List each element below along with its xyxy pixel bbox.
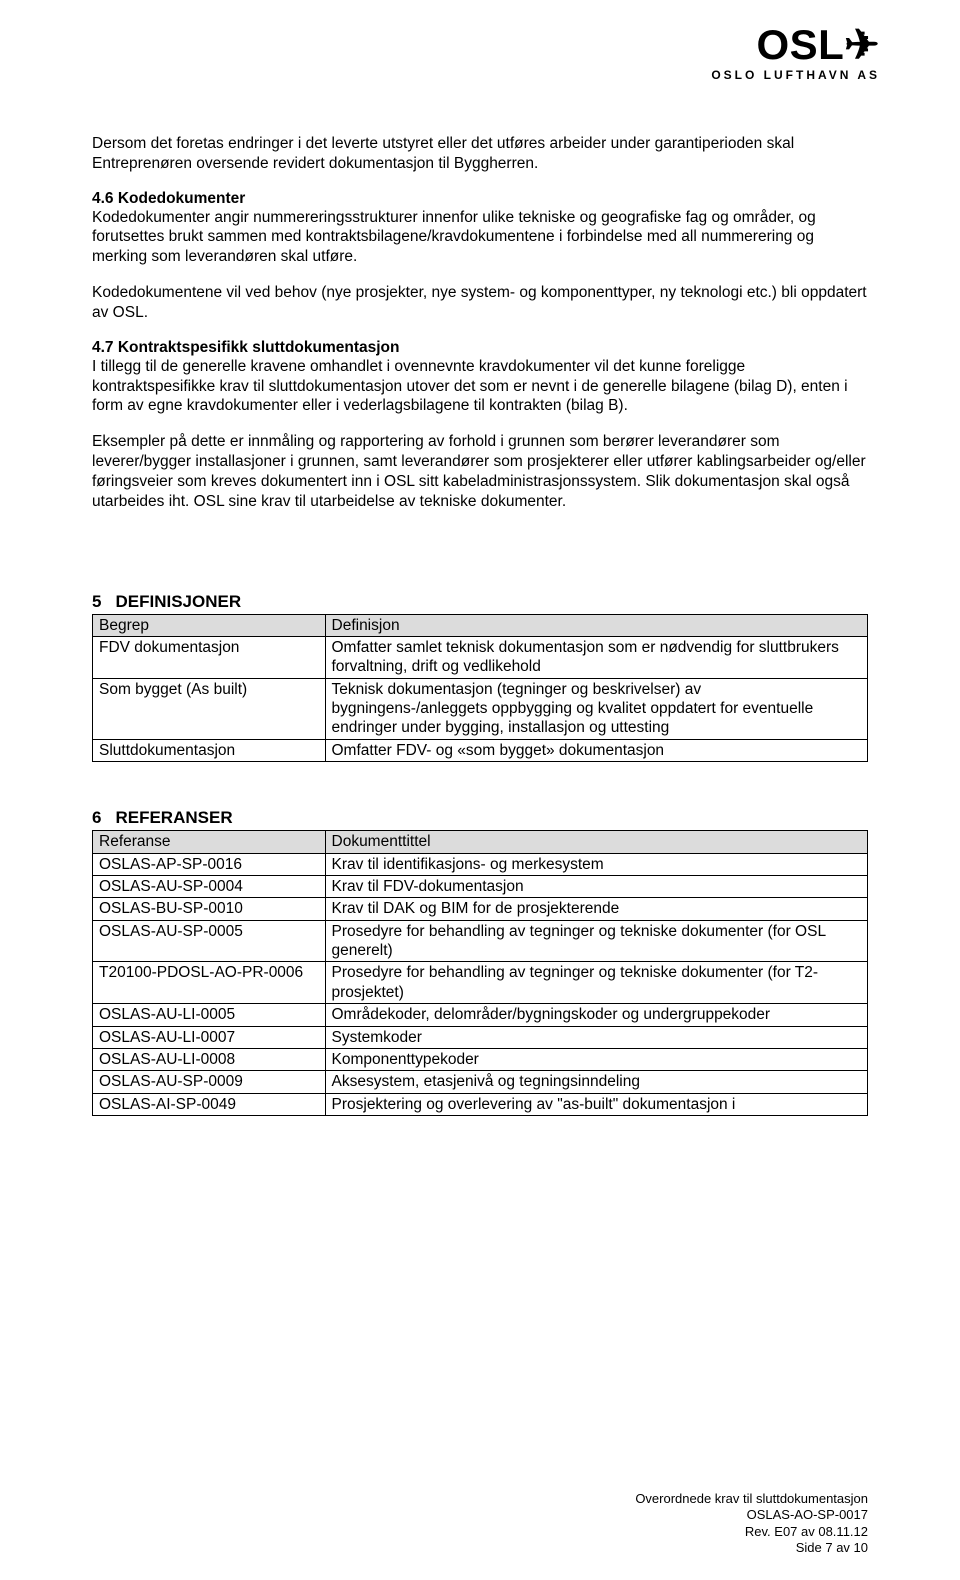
table-cell: Områdekoder, delområder/bygningskoder og… xyxy=(325,1004,868,1026)
table-row: FDV dokumentasjon Omfatter samlet teknis… xyxy=(93,636,868,678)
table-row: OSLAS-AU-SP-0009Aksesystem, etasjenivå o… xyxy=(93,1071,868,1093)
spacer xyxy=(92,528,868,576)
table-cell: Systemkoder xyxy=(325,1026,868,1048)
table-cell: OSLAS-AI-SP-0049 xyxy=(93,1093,326,1115)
heading-label: DEFINISJONER xyxy=(115,592,241,611)
table-cell: Prosedyre for behandling av tegninger og… xyxy=(325,962,868,1004)
table-header-cell: Referanse xyxy=(93,831,326,853)
paragraph: Eksempler på dette er innmåling og rappo… xyxy=(92,432,868,511)
footer-line: Side 7 av 10 xyxy=(635,1540,868,1556)
logo-main: OSL✈ xyxy=(711,24,880,66)
paragraph: Kodedokumenter angir nummereringsstruktu… xyxy=(92,208,868,267)
footer-line: Overordnede krav til sluttdokumentasjon xyxy=(635,1491,868,1507)
table-row: T20100-PDOSL-AO-PR-0006Prosedyre for beh… xyxy=(93,962,868,1004)
heading-number: 5 xyxy=(92,592,101,611)
table-cell: Krav til identifikasjons- og merkesystem xyxy=(325,853,868,875)
table-cell: Omfatter samlet teknisk dokumentasjon so… xyxy=(325,636,868,678)
table-header-row: Begrep Definisjon xyxy=(93,614,868,636)
page: OSL✈ OSLO LUFTHAVN AS Dersom det foretas… xyxy=(0,0,960,1580)
table-cell: OSLAS-AP-SP-0016 xyxy=(93,853,326,875)
table-cell: Krav til DAK og BIM for de prosjekterend… xyxy=(325,898,868,920)
table-cell: OSLAS-AU-LI-0007 xyxy=(93,1026,326,1048)
table-cell: Aksesystem, etasjenivå og tegningsinndel… xyxy=(325,1071,868,1093)
heading-4-6: 4.6 Kodedokumenter xyxy=(92,190,868,208)
table-header-cell: Begrep xyxy=(93,614,326,636)
table-cell: Krav til FDV-dokumentasjon xyxy=(325,875,868,897)
table-row: OSLAS-AU-LI-0005Områdekoder, delområder/… xyxy=(93,1004,868,1026)
footer-line: Rev. E07 av 08.11.12 xyxy=(635,1524,868,1540)
table-row: OSLAS-AP-SP-0016Krav til identifikasjons… xyxy=(93,853,868,875)
table-cell: OSLAS-AU-SP-0005 xyxy=(93,920,326,962)
table-row: OSLAS-AI-SP-0049Prosjektering og overlev… xyxy=(93,1093,868,1115)
heading-number: 6 xyxy=(92,808,101,827)
table-cell: OSLAS-AU-LI-0008 xyxy=(93,1048,326,1070)
heading-label: REFERANSER xyxy=(115,808,232,827)
table-cell: FDV dokumentasjon xyxy=(93,636,326,678)
footer-line: OSLAS-AO-SP-0017 xyxy=(635,1507,868,1523)
table-cell: Som bygget (As built) xyxy=(93,678,326,739)
table-row: Sluttdokumentasjon Omfatter FDV- og «som… xyxy=(93,739,868,761)
paragraph: I tillegg til de generelle kravene omhan… xyxy=(92,357,868,416)
table-cell: OSLAS-AU-SP-0004 xyxy=(93,875,326,897)
definitions-table: Begrep Definisjon FDV dokumentasjon Omfa… xyxy=(92,614,868,763)
paragraph: Kodedokumentene vil ved behov (nye prosj… xyxy=(92,283,868,323)
table-cell: Prosjektering og overlevering av "as-bui… xyxy=(325,1093,868,1115)
table-header-row: Referanse Dokumenttittel xyxy=(93,831,868,853)
heading-6: 6 REFERANSER xyxy=(92,808,868,828)
table-cell: Omfatter FDV- og «som bygget» dokumentas… xyxy=(325,739,868,761)
heading-4-7: 4.7 Kontraktspesifikk sluttdokumentasjon xyxy=(92,339,868,357)
spacer xyxy=(92,762,868,792)
table-row: OSLAS-BU-SP-0010Krav til DAK og BIM for … xyxy=(93,898,868,920)
table-row: OSLAS-AU-LI-0007Systemkoder xyxy=(93,1026,868,1048)
table-cell: Teknisk dokumentasjon (tegninger og besk… xyxy=(325,678,868,739)
logo-sub: OSLO LUFTHAVN AS xyxy=(711,68,880,82)
table-cell: Prosedyre for behandling av tegninger og… xyxy=(325,920,868,962)
references-table: Referanse Dokumenttittel OSLAS-AP-SP-001… xyxy=(92,830,868,1116)
table-header-cell: Definisjon xyxy=(325,614,868,636)
table-cell: T20100-PDOSL-AO-PR-0006 xyxy=(93,962,326,1004)
table-cell: OSLAS-AU-LI-0005 xyxy=(93,1004,326,1026)
table-row: OSLAS-AU-LI-0008Komponenttypekoder xyxy=(93,1048,868,1070)
table-cell: OSLAS-AU-SP-0009 xyxy=(93,1071,326,1093)
logo: OSL✈ OSLO LUFTHAVN AS xyxy=(711,24,880,82)
heading-5: 5 DEFINISJONER xyxy=(92,592,868,612)
table-cell: Komponenttypekoder xyxy=(325,1048,868,1070)
table-cell: Sluttdokumentasjon xyxy=(93,739,326,761)
table-row: Som bygget (As built) Teknisk dokumentas… xyxy=(93,678,868,739)
table-row: OSLAS-AU-SP-0005Prosedyre for behandling… xyxy=(93,920,868,962)
table-row: OSLAS-AU-SP-0004Krav til FDV-dokumentasj… xyxy=(93,875,868,897)
table-header-cell: Dokumenttittel xyxy=(325,831,868,853)
paragraph: Dersom det foretas endringer i det lever… xyxy=(92,134,868,174)
footer: Overordnede krav til sluttdokumentasjon … xyxy=(635,1491,868,1556)
table-cell: OSLAS-BU-SP-0010 xyxy=(93,898,326,920)
